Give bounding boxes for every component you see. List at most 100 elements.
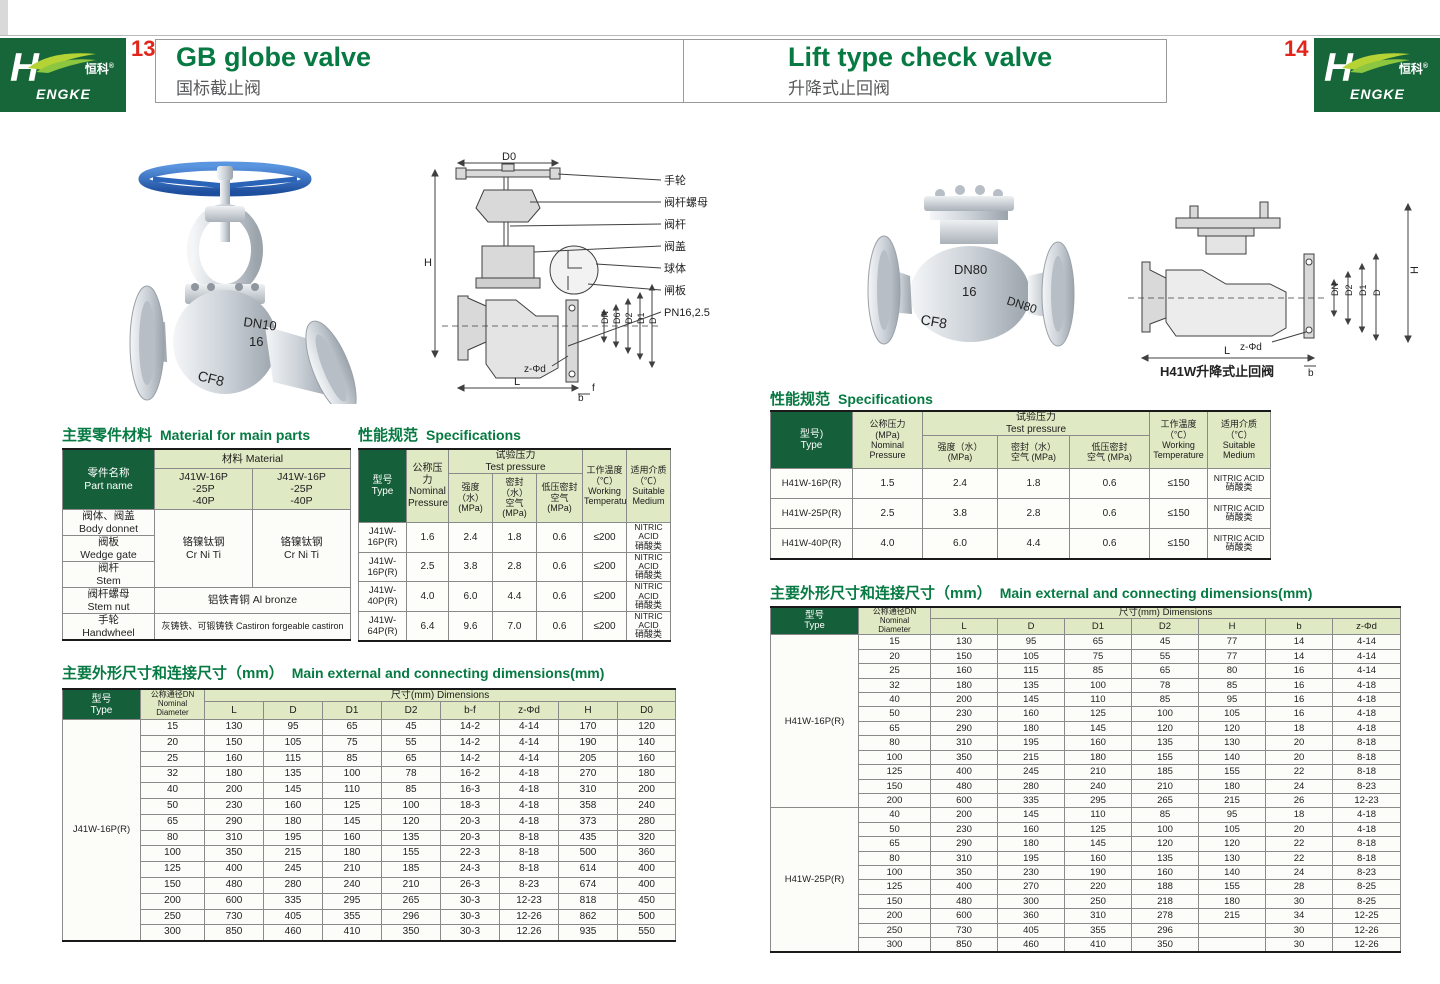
dims-value-cell: 120 (1131, 836, 1199, 852)
dims-value-cell: 26 (1265, 792, 1333, 809)
section-title-right-dims: 主要外形尺寸和连接尺寸（mm） Main external and connect… (770, 585, 1313, 602)
dims-row: 100 350 230 190 160 140 24 8-23 (771, 864, 1402, 881)
dims-value-cell: 160 (263, 797, 323, 815)
dims-value-cell (1198, 936, 1266, 953)
dims-value-cell: 150 (930, 648, 998, 665)
dims-value-cell: 125 (1064, 706, 1132, 722)
dims-value-cell: 150 (858, 893, 931, 910)
dims-value-cell: 218 (1131, 893, 1199, 910)
dims-value-cell: 16 (1265, 706, 1333, 722)
dims-col-header: D (263, 701, 323, 720)
spec-seal-header: 密封（水） 空气 (MPa) (492, 473, 537, 523)
dims-value-cell: 135 (1131, 735, 1199, 751)
spec-nominal-header: 公称压力 (MPa) Nominal Pressure (852, 410, 923, 469)
dims-value-cell: 145 (1064, 720, 1132, 737)
dims-row: 125 400 245 210 185 155 22 8-18 (771, 764, 1402, 780)
dims-value-cell: 120 (616, 719, 677, 736)
dims-value-cell: 4-18 (499, 797, 559, 815)
dims-value-cell: 270 (997, 879, 1065, 895)
dims-value-cell: 32 (858, 677, 931, 694)
dims-value-cell: 278 (1131, 908, 1199, 924)
part-label-stem-nut: 阀杆螺母 (664, 195, 708, 209)
logo-chinese-name: 恒科® (84, 62, 114, 76)
dims-value-cell: 24-3 (440, 861, 500, 878)
dims-value-cell: 200 (858, 792, 931, 809)
top-rule (0, 35, 1440, 36)
dims-value-cell: 85 (1131, 692, 1199, 708)
dims-value-cell: 20 (1265, 735, 1333, 751)
left-specs-table: 型号 Type 公称压力 Nominal Pressure 试验压力 Test … (358, 448, 672, 643)
globe-valve-photo: DN10 16 CF8 (129, 161, 357, 404)
dims-value-cell: 105 (263, 734, 323, 752)
dims-value-cell: 185 (381, 861, 441, 878)
dims-value-cell: 130 (930, 634, 998, 650)
dims-value-cell: 65 (1131, 663, 1199, 679)
spec-value-cell: 7.0 (492, 610, 537, 642)
dims-value-cell: 220 (1064, 879, 1132, 895)
dims-value-cell: 80 (1198, 663, 1266, 679)
dims-value-cell: 120 (381, 813, 441, 831)
dims-value-cell: 400 (204, 861, 264, 878)
spec-value-cell: 0.6 (535, 551, 584, 583)
dims-value-cell: 12-26 (499, 908, 559, 926)
spec-test-pressure-header: 试验压力 Test pressure (447, 448, 584, 474)
dims-value-cell: 160 (1064, 735, 1132, 751)
dims-row: 300 850 460 410 350 30 12-26 (771, 936, 1402, 953)
dims-value-cell: 18-3 (440, 797, 500, 815)
dims-value-cell: 265 (381, 892, 441, 910)
dims-row: 80 310 195 160 135 20-3 8-18 435 320 (63, 829, 677, 847)
dims-value-cell: 4-18 (499, 813, 559, 831)
dims-value-cell: 550 (616, 924, 677, 942)
dims-value-cell: 16 (1265, 677, 1333, 694)
dims-value-cell: 20 (858, 648, 931, 665)
spec-strength-header: 强度（水） (MPa) (922, 435, 998, 469)
dims-row: 80 310 195 160 135 130 20 8-18 (771, 735, 1402, 751)
spec-value-cell: 0.6 (1068, 498, 1151, 529)
dims-row: 50 230 160 125 100 18-3 4-18 358 240 (63, 797, 677, 815)
dims-value-cell: 75 (1064, 648, 1132, 665)
dims-value-cell: 310 (1064, 908, 1132, 924)
dims-value-cell: 125 (140, 861, 205, 878)
medium-zh: 硝酸类 (1225, 512, 1253, 523)
dims-value-cell: 240 (616, 797, 677, 815)
dims-value-cell: 4-18 (1331, 706, 1402, 722)
medium-en: NITRIC ACID (634, 552, 663, 571)
dims-value-cell: 155 (1198, 879, 1266, 895)
registered-mark-icon: ® (1422, 63, 1428, 70)
dims-value-cell: 4-14 (499, 750, 559, 768)
dims-value-cell: 170 (558, 719, 618, 736)
spec-low-pressure-header: 低压密封 空气 (MPa) (535, 473, 584, 523)
dims-value-cell: 24 (1265, 778, 1333, 794)
part-label-handwheel: 手轮 (664, 173, 686, 187)
right-page-title: Lift type check valve (788, 42, 1053, 73)
spec-value-cell: 1.8 (997, 468, 1070, 499)
dims-value-cell: 195 (997, 850, 1065, 866)
dims-value-cell: 4-18 (1331, 807, 1402, 823)
dims-value-cell: 16-3 (440, 782, 500, 799)
dims-row: 150 480 280 240 210 26-3 8-23 674 400 (63, 876, 677, 894)
dims-value-cell: 4-18 (1331, 677, 1402, 694)
dims-value-cell: 125 (858, 764, 931, 780)
dims-value-cell: 22-3 (440, 845, 500, 863)
photo-marking: DN80 (954, 262, 987, 277)
right-page-subtitle: 升降式止回阀 (788, 78, 890, 98)
dims-value-cell: 85 (1198, 677, 1266, 694)
medium-zh: 硝酸类 (635, 540, 663, 551)
dim-label-dn: DN (600, 311, 610, 324)
dims-value-cell: 120 (1131, 720, 1199, 737)
spec-value-cell: 4.0 (406, 581, 449, 612)
spec-value-cell: 2.5 (406, 551, 449, 583)
part-label-bonnet: 阀盖 (664, 239, 686, 253)
dims-col-header: z-Φd (1331, 618, 1402, 636)
dims-value-cell: 195 (263, 829, 323, 847)
part-label-stem: 阀杆 (664, 217, 686, 231)
dims-type-header: 型号 Type (770, 606, 859, 636)
dims-value-cell: 250 (140, 908, 205, 926)
dims-value-cell: 12-25 (1331, 908, 1402, 924)
spec-value-cell: 0.6 (535, 522, 584, 553)
spec-temp-cell: ≤200 (582, 610, 628, 642)
dims-value-cell: 30-3 (440, 924, 500, 942)
dims-value-cell: 125 (858, 879, 931, 895)
spec-test-pressure-header: 试验压力 Test pressure (921, 410, 1151, 436)
dims-value-cell: 4-14 (1331, 634, 1402, 650)
